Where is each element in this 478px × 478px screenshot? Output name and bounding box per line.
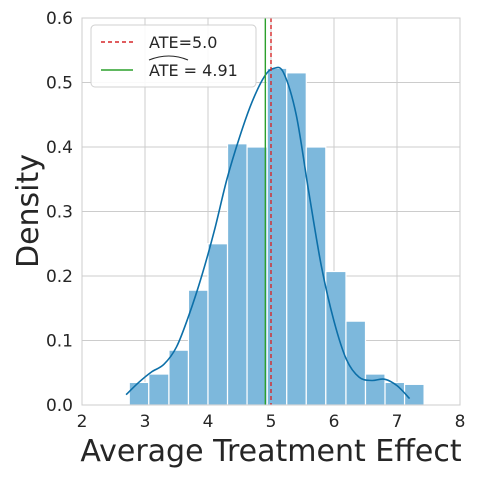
x-tick-label: 3 bbox=[140, 412, 151, 432]
x-tick-label: 6 bbox=[329, 412, 340, 432]
legend: ATE=5.0 ATE = 4.91 bbox=[90, 24, 257, 88]
y-tick-label: 0.1 bbox=[46, 332, 73, 352]
y-tick-labels: 0.0 0.1 0.2 0.3 0.4 0.5 0.6 bbox=[46, 9, 73, 416]
histogram-bar bbox=[325, 270, 347, 406]
y-tick-label: 0.2 bbox=[46, 267, 73, 287]
ate-estimate-symbol: ATE bbox=[149, 61, 179, 80]
histogram-bar bbox=[226, 143, 248, 406]
y-tick-label: 0.3 bbox=[46, 203, 73, 223]
x-tick-label: 2 bbox=[77, 412, 88, 432]
histogram-bar bbox=[266, 67, 288, 406]
y-axis-title: Density bbox=[11, 154, 46, 268]
y-tick-label: 0.5 bbox=[46, 74, 73, 94]
histogram-bar bbox=[207, 243, 229, 406]
x-axis-title: Average Treatment Effect bbox=[80, 434, 461, 469]
y-tick-label: 0.4 bbox=[46, 138, 73, 158]
x-tick-label: 4 bbox=[203, 412, 214, 432]
legend-label-ate: ATE=5.0 bbox=[149, 33, 217, 52]
reference-lines bbox=[264, 18, 272, 405]
x-tick-label: 8 bbox=[455, 412, 466, 432]
histogram-bar bbox=[168, 349, 190, 406]
hat-accent-icon bbox=[148, 55, 189, 61]
histogram-bar bbox=[286, 72, 307, 406]
histogram-bar bbox=[403, 383, 425, 406]
x-tick-labels: 2 3 4 5 6 7 8 bbox=[77, 412, 466, 432]
x-tick-label: 5 bbox=[266, 412, 277, 432]
y-tick-label: 0.6 bbox=[46, 9, 73, 29]
x-tick-label: 7 bbox=[392, 412, 403, 432]
histogram-bar bbox=[384, 381, 406, 406]
plot-frame bbox=[81, 17, 461, 406]
histogram-bar bbox=[246, 146, 268, 406]
y-tick-label: 0.0 bbox=[46, 396, 73, 416]
legend-label-ate-estimate: ATE = 4.91 bbox=[149, 61, 238, 80]
histogram-bar bbox=[128, 381, 150, 406]
histogram-bar bbox=[148, 373, 170, 406]
ate-estimate-value: = 4.91 bbox=[179, 61, 238, 80]
